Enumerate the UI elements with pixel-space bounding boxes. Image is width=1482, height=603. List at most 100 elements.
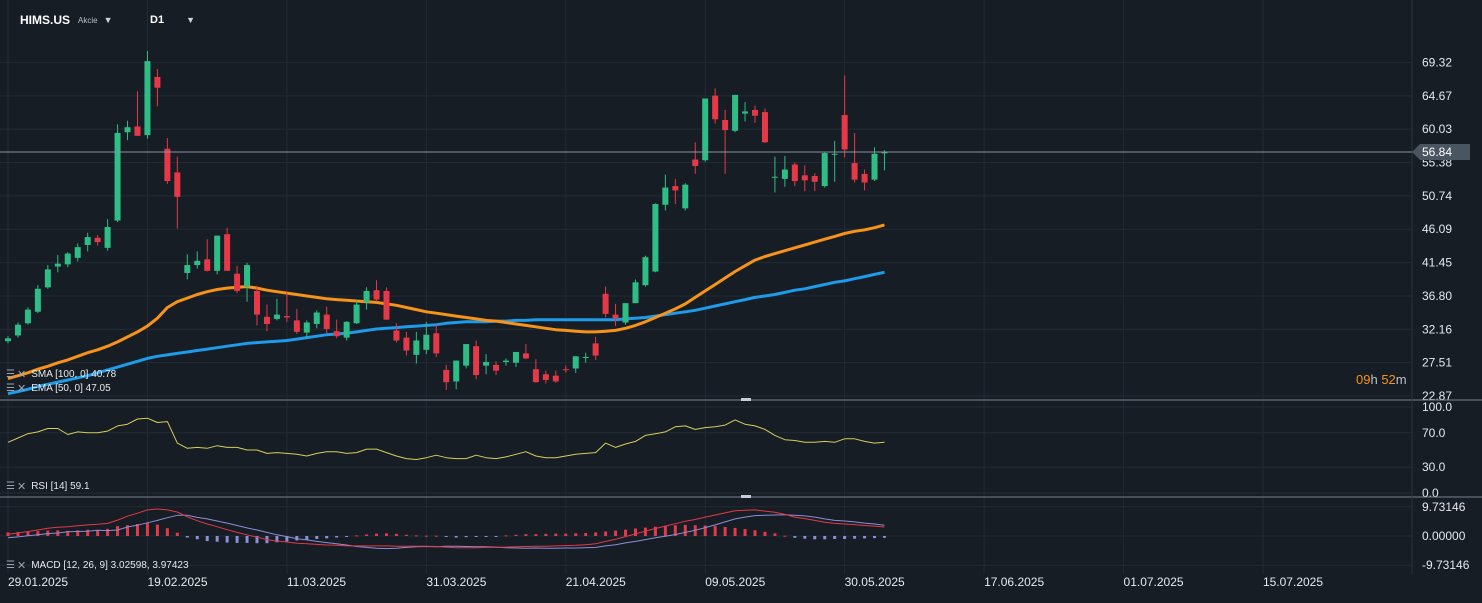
macd-histogram-bar: [853, 536, 857, 539]
candle-body: [881, 152, 888, 154]
candle-body: [74, 247, 81, 258]
candle-body: [174, 172, 181, 197]
last-price-label: 56.84: [1422, 145, 1452, 159]
macd-histogram-bar: [673, 525, 677, 536]
candle-body: [572, 356, 579, 369]
candle-body: [204, 259, 211, 271]
macd-histogram-bar: [325, 536, 329, 539]
macd-legend[interactable]: ☰ ✕ MACD [12, 26, 9] 3.02598, 3.97423: [6, 559, 189, 572]
close-icon[interactable]: ✕: [16, 369, 27, 381]
instrument-selector[interactable]: HIMS.US Akcie ▼: [20, 11, 113, 29]
price-tick-label: 32.16: [1422, 322, 1452, 336]
caret-down-icon[interactable]: ▼: [103, 15, 113, 25]
candle-countdown: 09h 52m: [1356, 372, 1407, 387]
candle-body: [592, 343, 599, 356]
legend-settings-icon[interactable]: ☰: [6, 383, 15, 394]
candle-body: [154, 76, 161, 88]
candle-body: [303, 322, 310, 333]
candle-body: [672, 186, 679, 191]
sma-line: [7, 270, 885, 396]
macd-histogram-bar: [424, 535, 428, 537]
sma-layer: [7, 270, 885, 396]
candle-body: [373, 290, 380, 300]
candle-body: [692, 159, 699, 166]
date-tick-label: 15.07.2025: [1263, 575, 1323, 589]
macd-histogram-bar: [165, 528, 169, 536]
candle-body: [752, 109, 758, 116]
timer-hours: 09: [1356, 372, 1371, 387]
candle-body: [84, 237, 91, 245]
candle-body: [811, 176, 818, 182]
candle-body: [781, 169, 788, 179]
date-tick-label: 01.07.2025: [1124, 575, 1184, 589]
macd-histogram-bar: [335, 536, 339, 538]
candle-body: [582, 357, 589, 359]
candle-body: [801, 175, 808, 181]
macd-histogram-bar: [145, 523, 149, 536]
macd-histogram-bar: [305, 536, 309, 540]
candle-body: [463, 344, 470, 366]
date-tick-label: 21.04.2025: [566, 575, 626, 589]
caret-down-icon[interactable]: ▼: [186, 15, 195, 25]
macd-histogram-bar: [116, 526, 120, 536]
candle-body: [433, 333, 440, 354]
close-icon[interactable]: ✕: [16, 560, 27, 572]
close-icon[interactable]: ✕: [16, 481, 27, 493]
candle-body: [722, 120, 729, 131]
legend-settings-icon[interactable]: ☰: [6, 481, 15, 492]
timeframe-selector[interactable]: D1 ▼: [150, 11, 195, 29]
macd-histogram-bar: [434, 535, 438, 537]
candle-body: [214, 235, 221, 271]
candle-body: [712, 95, 719, 120]
macd-histogram-bar: [454, 536, 458, 538]
price-tick-label: 60.03: [1422, 122, 1452, 136]
macd-panel: [6, 508, 886, 550]
last-price-marker: 56.84: [0, 144, 1470, 161]
panel-resize-handle: [741, 398, 751, 401]
macd-histogram-bar: [315, 536, 319, 539]
macd-histogram-bar: [703, 525, 707, 536]
macd-histogram-bar: [544, 533, 548, 536]
rsi-line: [7, 417, 885, 460]
macd-histogram-bar: [584, 533, 588, 536]
macd-histogram-bar: [743, 529, 747, 536]
date-tick-label: 29.01.2025: [8, 575, 68, 589]
candle-body: [363, 290, 370, 303]
close-icon[interactable]: ✕: [16, 383, 27, 395]
ema-legend[interactable]: ☰ ✕ EMA [50, 0] 47.05: [6, 382, 111, 395]
sma-legend[interactable]: ☰ ✕ SMA [100, 0] 40.78: [6, 368, 116, 381]
macd-histogram-bar: [126, 525, 130, 536]
macd-histogram-bar: [474, 536, 478, 537]
sma-legend-label: SMA [100, 0] 40.78: [31, 369, 117, 380]
macd-histogram-bar: [823, 536, 827, 540]
price-tick-label: 36.80: [1422, 289, 1452, 303]
macd-histogram-bar: [733, 527, 737, 536]
macd-histogram-bar: [464, 536, 468, 538]
candle-body: [851, 163, 858, 180]
macd-histogram-bar: [524, 534, 528, 536]
macd-histogram-bar: [384, 533, 388, 536]
candle-body: [612, 314, 619, 319]
candle-body: [124, 127, 131, 133]
macd-histogram-bar: [375, 533, 379, 536]
price-tick-label: 50.74: [1422, 189, 1452, 203]
candle-body: [273, 314, 280, 319]
macd-histogram-bar: [414, 535, 418, 537]
macd-histogram-bar: [723, 527, 727, 536]
candle-body: [771, 176, 778, 178]
rsi-legend[interactable]: ☰ ✕ RSI [14] 59.1: [6, 480, 90, 493]
legend-settings-icon[interactable]: ☰: [6, 369, 15, 380]
candle-body: [702, 98, 709, 161]
candle-body: [54, 263, 61, 267]
candle-body: [224, 234, 231, 271]
legend-settings-icon[interactable]: ☰: [6, 560, 15, 571]
macd-histogram-bar: [86, 529, 90, 536]
date-tick-label: 30.05.2025: [845, 575, 905, 589]
candle-body: [234, 273, 241, 291]
candle-body: [871, 153, 878, 180]
macd-histogram-bar: [36, 531, 40, 536]
macd-line: [7, 508, 885, 549]
macd-histogram-bar: [444, 536, 448, 537]
